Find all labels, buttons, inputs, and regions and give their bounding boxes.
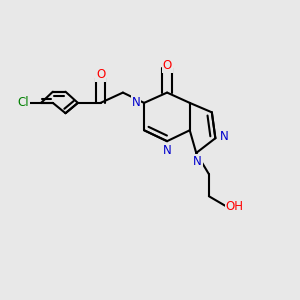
Text: N: N <box>131 96 140 110</box>
Text: N: N <box>193 155 202 168</box>
Text: Cl: Cl <box>17 96 28 110</box>
Text: O: O <box>163 59 172 72</box>
Text: OH: OH <box>226 200 244 213</box>
Text: N: N <box>220 130 229 143</box>
Text: O: O <box>96 68 105 81</box>
Text: N: N <box>163 144 172 157</box>
